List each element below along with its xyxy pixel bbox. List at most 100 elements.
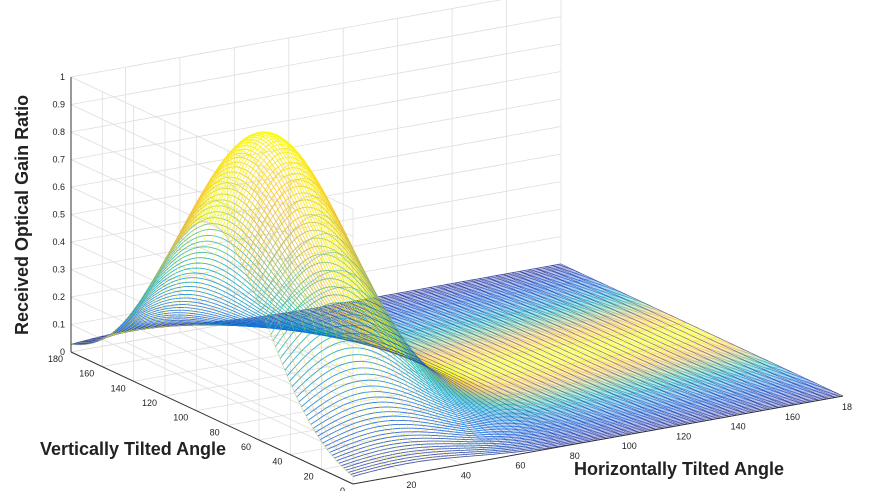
mesh-line-x bbox=[250, 317, 533, 451]
x-tick-label: 160 bbox=[785, 412, 800, 422]
z-tick-label: 0.8 bbox=[52, 127, 65, 137]
mesh-line-x bbox=[373, 297, 656, 430]
mesh-line-x bbox=[193, 233, 476, 456]
y-tick-label: 140 bbox=[111, 383, 126, 393]
gridline bbox=[234, 322, 517, 456]
mesh-line-x bbox=[299, 310, 582, 443]
mesh-line-x bbox=[348, 301, 631, 435]
mesh-line-x bbox=[471, 279, 754, 413]
mesh-line-x bbox=[209, 270, 492, 455]
gridline bbox=[70, 71, 562, 160]
y-tick-label: 180 bbox=[48, 354, 63, 364]
mesh-line-x bbox=[552, 265, 835, 398]
x-tick-label: 80 bbox=[570, 451, 580, 461]
gridline bbox=[70, 16, 562, 105]
mesh-line-x bbox=[511, 272, 795, 406]
mesh-line-x bbox=[495, 275, 778, 408]
gridline bbox=[70, 126, 562, 215]
mesh-line-x bbox=[87, 181, 370, 473]
z-tick-label: 0.1 bbox=[52, 320, 65, 330]
x-tick-label: 100 bbox=[622, 441, 637, 451]
mesh-line-x bbox=[438, 285, 721, 419]
z-tick-label: 0.7 bbox=[52, 155, 65, 165]
z-tick-label: 0.9 bbox=[52, 100, 65, 110]
mesh-line-y bbox=[338, 388, 829, 464]
mesh-line-x bbox=[226, 301, 509, 454]
mesh-line-x bbox=[536, 268, 819, 401]
mesh-line-x bbox=[503, 274, 786, 407]
surface-mesh bbox=[70, 131, 844, 477]
gridline bbox=[70, 186, 354, 320]
z-tick-label: 0.2 bbox=[52, 292, 65, 302]
mesh-line-x bbox=[201, 252, 484, 456]
mesh-line-x bbox=[217, 286, 501, 454]
mesh-line-x bbox=[422, 288, 705, 422]
mesh-line-x bbox=[266, 315, 550, 449]
mesh-line-x bbox=[544, 266, 827, 400]
mesh-line-x bbox=[430, 287, 713, 420]
mesh-line-x bbox=[405, 291, 688, 425]
x-tick-label: 120 bbox=[676, 431, 691, 441]
z-axis-title: Received Optical Gain Ratio bbox=[12, 95, 32, 335]
y-axis-title: Vertically Tilted Angle bbox=[40, 439, 226, 459]
mesh-line-x bbox=[324, 306, 607, 439]
gridline bbox=[70, 98, 562, 188]
y-tick-label: 20 bbox=[304, 471, 314, 481]
y-tick-label: 60 bbox=[241, 442, 251, 452]
gridline bbox=[70, 0, 503, 78]
y-axis-line bbox=[70, 351, 354, 485]
mesh-line-x bbox=[487, 276, 770, 410]
mesh-line-x bbox=[560, 263, 844, 397]
mesh-line-x bbox=[340, 303, 623, 436]
z-tick-label: 0.4 bbox=[52, 237, 65, 247]
z-tick-label: 0 bbox=[60, 347, 65, 357]
x-tick-label: 140 bbox=[731, 422, 746, 432]
mesh-line-x bbox=[70, 221, 354, 477]
mesh-line-x bbox=[283, 313, 566, 446]
x-axis-title: Horizontally Tilted Angle bbox=[574, 459, 784, 479]
mesh-line-x bbox=[446, 284, 729, 417]
mesh-line-x bbox=[79, 200, 362, 475]
y-tick-label: 160 bbox=[79, 369, 94, 379]
gridline bbox=[70, 324, 354, 457]
mesh-line-x bbox=[128, 131, 411, 464]
x-axis-line bbox=[352, 395, 844, 485]
mesh-line-x bbox=[462, 281, 746, 414]
mesh-line-x bbox=[103, 150, 386, 469]
mesh-line-x bbox=[160, 162, 444, 459]
z-tick-label: 0.5 bbox=[52, 210, 65, 220]
y-tick-label: 0 bbox=[340, 486, 345, 491]
mesh-line-x bbox=[397, 293, 680, 426]
mesh-line-x bbox=[413, 290, 697, 423]
mesh-line-x bbox=[389, 294, 672, 428]
axes bbox=[70, 77, 844, 485]
y-tick-label: 40 bbox=[272, 457, 282, 467]
mesh-line-x bbox=[332, 304, 615, 438]
gridline bbox=[70, 181, 562, 270]
mesh-line-x bbox=[356, 300, 639, 433]
mesh-line-x bbox=[168, 178, 452, 459]
x-tick-label: 60 bbox=[515, 461, 525, 471]
mesh-line-x bbox=[119, 133, 403, 465]
y-tick-label: 120 bbox=[142, 398, 157, 408]
mesh-line-x bbox=[454, 282, 737, 416]
mesh-line-x bbox=[144, 139, 427, 461]
mesh-line-x bbox=[136, 133, 419, 462]
mesh-line-x bbox=[95, 164, 378, 471]
mesh-line-x bbox=[520, 271, 803, 404]
mesh-line-x bbox=[185, 214, 468, 457]
mesh-line-x bbox=[528, 269, 811, 403]
z-tick-label: 0.6 bbox=[52, 182, 65, 192]
gridline bbox=[70, 43, 562, 133]
tick-labels: 0204060801001201401601802040608010012014… bbox=[48, 72, 852, 491]
x-tick-label: 40 bbox=[461, 470, 471, 480]
gridline bbox=[70, 269, 354, 402]
z-tick-label: 1 bbox=[60, 72, 65, 82]
gridline bbox=[70, 296, 354, 430]
mesh-line-x bbox=[381, 296, 664, 429]
x-tick-label: 20 bbox=[406, 480, 416, 490]
gridline bbox=[70, 241, 354, 375]
mesh-line-x bbox=[177, 195, 460, 458]
y-tick-label: 100 bbox=[173, 413, 188, 423]
